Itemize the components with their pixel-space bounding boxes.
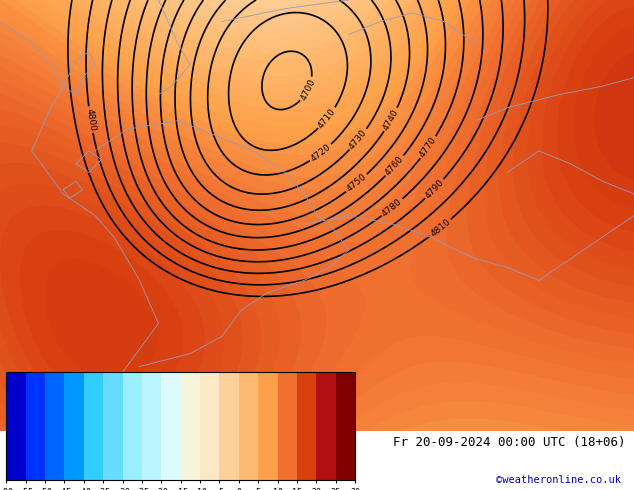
Text: 4730: 4730 (347, 128, 369, 151)
Text: 4790: 4790 (424, 177, 446, 200)
Text: ©weatheronline.co.uk: ©weatheronline.co.uk (496, 475, 621, 485)
Text: 4740: 4740 (382, 108, 401, 132)
Text: 4720: 4720 (309, 142, 333, 164)
Text: 4770: 4770 (418, 135, 439, 159)
Text: 4810: 4810 (429, 217, 452, 239)
Text: 4750: 4750 (345, 172, 368, 194)
Text: Fr 20-09-2024 00:00 UTC (18+06): Fr 20-09-2024 00:00 UTC (18+06) (393, 436, 626, 449)
Text: 4780: 4780 (380, 196, 404, 218)
Text: 4760: 4760 (384, 154, 406, 177)
Text: 4800: 4800 (84, 108, 97, 132)
Text: 4710: 4710 (316, 106, 338, 130)
Text: Height/Temp. 1 hPa [gdmp][°C] GFS: Height/Temp. 1 hPa [gdmp][°C] GFS (6, 436, 254, 449)
Text: 4700: 4700 (299, 77, 317, 101)
